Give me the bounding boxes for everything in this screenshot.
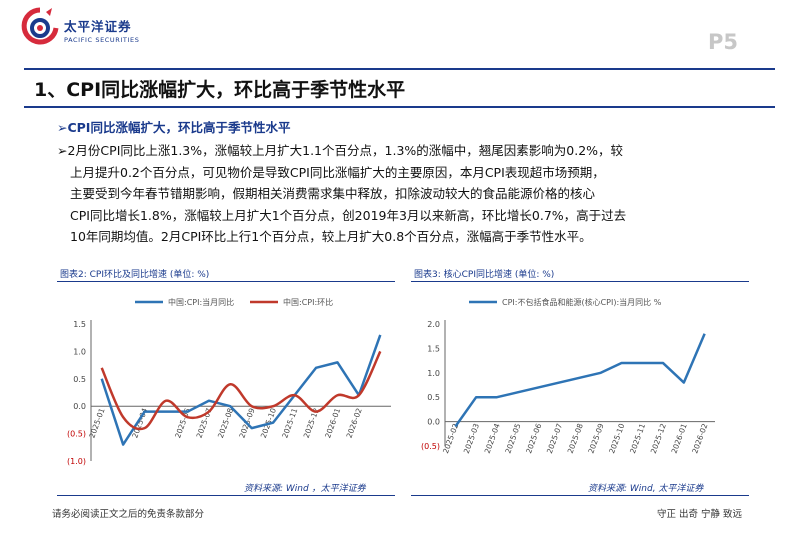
y-tick-label: 0.5 (73, 375, 86, 384)
x-tick-label: 2026-01 (670, 422, 689, 455)
cpi-mom-yoy-chart: 中国:CPI:当月同比 中国:CPI:环比 1.5 1.0 0.5 0.0 (0.5) (1.… (67, 297, 391, 466)
y-tick-label: 1.5 (427, 344, 440, 353)
x-tick-label: 2025-07 (195, 407, 214, 440)
figure2-source: 资料来源: Wind ，太平洋证券 (244, 484, 366, 494)
x-tick-label: 2025-08 (566, 422, 585, 455)
series-line (454, 333, 706, 428)
y-tick-label: 0.0 (73, 402, 86, 411)
x-tick-label: 2025-04 (483, 422, 502, 455)
brand-name-en: PACIFIC SECURITIES (64, 36, 140, 44)
figure3-caption: 图表3: 核心CPI同比增速 (单位: %) (414, 270, 555, 280)
section-subheading: ➢CPI同比涨幅扩大，环比高于季节性水平 (57, 120, 291, 135)
figure3-top-rule (411, 281, 749, 282)
series-line (100, 350, 382, 431)
x-tick-label: 2025-02 (441, 422, 460, 455)
core-cpi-yoy-chart: CPI:不包括食品和能源(核心CPI):当月同比 % 2.0 1.5 1.0 0.5 0.… (421, 297, 715, 455)
paragraph-line: 10年同期均值。2月CPI环比上行1个百分点，较上月扩大0.8个百分点，涨幅高于… (70, 229, 592, 244)
x-tick-label: 2026-02 (690, 422, 709, 455)
x-tick-label: 2025-12 (649, 422, 668, 455)
figure2-top-rule (57, 281, 395, 282)
x-tick-label: 2025-09 (586, 422, 605, 455)
title-bar: 1、CPI同比涨幅扩大，环比高于季节性水平 (24, 68, 775, 108)
x-tick-label: 2026-01 (323, 407, 342, 440)
y-tick-label: (0.5) (421, 442, 440, 451)
paragraph-line: 上月提升0.2个百分点，可见物价是导致CPI同比涨幅扩大的主要原因，本月CPI表… (70, 164, 605, 180)
legend-label: 中国:CPI:环比 (283, 297, 333, 307)
series-line (100, 334, 382, 446)
x-tick-label: 2025-07 (545, 422, 564, 455)
x-tick-label: 2025-03 (462, 422, 481, 455)
y-tick-label: 1.0 (73, 347, 86, 356)
body-paragraph: ➢2月份CPI同比上涨1.3%，涨幅较上月扩大1.1个百分点，1.3%的涨幅中，… (57, 140, 742, 248)
x-tick-label: 2025-11 (628, 422, 647, 455)
figure2-bottom-rule (57, 495, 395, 496)
x-tick-label: 2025-10 (607, 422, 626, 455)
y-tick-label: (0.5) (67, 430, 86, 439)
y-tick-label: 2.0 (427, 320, 440, 329)
page-title: 1、CPI同比涨幅扩大，环比高于季节性水平 (34, 79, 406, 101)
figure3-source: 资料来源: Wind, 太平洋证券 (588, 484, 704, 494)
company-motto: 守正 出奇 宁静 致远 (656, 509, 742, 520)
y-tick-label: (1.0) (67, 457, 86, 466)
disclaimer-note: 请务必阅读正文之后的免责条款部分 (52, 509, 205, 520)
y-tick-label: 0.0 (427, 418, 440, 427)
logo-emblem-icon (21, 7, 59, 45)
x-tick-label: 2026-02 (345, 407, 364, 440)
figure2-caption: 图表2: CPI环比及同比增速 (单位: %) (60, 270, 210, 280)
company-logo: 太平洋证券 PACIFIC SECURITIES (20, 6, 180, 50)
y-tick-label: 1.5 (73, 320, 86, 329)
paragraph-line: CPI同比增长1.8%，涨幅较上月扩大1个百分点，创2019年3月以来新高，环比… (70, 207, 627, 223)
y-tick-label: 1.0 (427, 369, 440, 378)
figure3-bottom-rule (411, 495, 749, 496)
page-number: P5 (707, 30, 738, 54)
y-tick-label: 0.5 (427, 393, 440, 402)
brand-name-cn: 太平洋证券 (64, 19, 132, 34)
paragraph-line: 主要受到今年春节错期影响，假期相关消费需求集中释放，扣除波动较大的食品能源价格的… (70, 186, 596, 201)
x-tick-label: 2025-05 (503, 422, 522, 455)
x-tick-label: 2025-06 (524, 422, 543, 455)
paragraph-line: ➢2月份CPI同比上涨1.3%，涨幅较上月扩大1.1个百分点，1.3%的涨幅中，… (57, 143, 624, 158)
legend-label: 中国:CPI:当月同比 (168, 297, 234, 307)
legend-label: CPI:不包括食品和能源(核心CPI):当月同比 % (502, 297, 662, 307)
x-tick-label: 2025-01 (87, 407, 106, 440)
x-tick-label: 2025-08 (216, 407, 235, 440)
